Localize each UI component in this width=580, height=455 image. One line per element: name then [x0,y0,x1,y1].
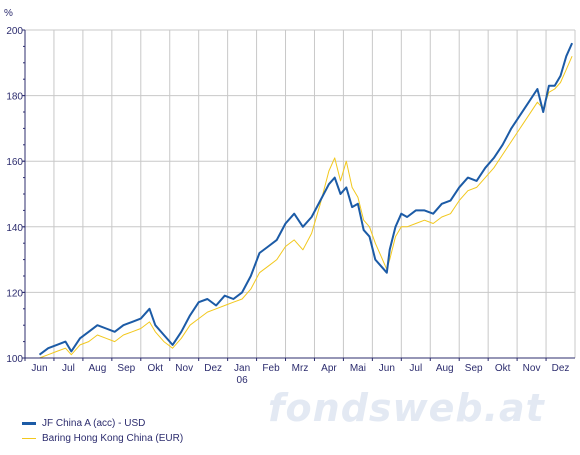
legend-item: JF China A (acc) - USD [22,416,183,431]
y-tick-label: 100 [6,354,23,365]
x-tick-label: Nov [523,363,541,374]
x-tick-label: Feb [262,363,280,374]
x-tick-label: Jan [234,363,250,374]
legend-swatch [22,422,36,425]
x-tick-label: Aug [436,363,454,374]
legend-label: JF China A (acc) - USD [42,418,146,429]
grid-lines [24,29,576,359]
x-tick-label: Sep [117,363,135,374]
x-tick-sublabel: 06 [237,375,249,386]
legend-label: Baring Hong Kong China (EUR) [42,433,184,444]
x-tick-label: Jul [62,363,75,374]
tick-labels: 100 120 140 160 180 200% Jun Jul Aug Sep Okt Nov Dez… [4,8,569,386]
plot-area [25,30,575,358]
x-tick-label: Jun [379,363,395,374]
watermark-logo: fondsweb.at [268,386,545,430]
y-tick-label: 160 [6,157,23,168]
axes [22,29,575,361]
x-tick-label: Okt [495,363,511,374]
x-tick-label: Dez [552,363,570,374]
x-tick-label: Sep [465,363,483,374]
x-tick-label: Okt [147,363,163,374]
series-lines [38,42,574,359]
y-tick-label: 140 [6,223,23,234]
x-tick-label: Apr [321,363,337,374]
y-tick-label: 200 [6,26,23,37]
x-tick-label: Mrz [292,363,309,374]
x-tick-label: Aug [88,363,106,374]
series-line-1 [38,42,574,356]
x-tick-label: Jun [31,363,47,374]
x-tick-label: Nov [175,363,193,374]
y-tick-label: 180 [6,92,23,103]
legend-item: Baring Hong Kong China (EUR) [22,431,183,446]
legend-swatch [22,438,36,439]
legend: JF China A (acc) - USD Baring Hong Kong C… [22,416,183,446]
x-tick-label: Jul [409,363,422,374]
y-unit-label: % [4,8,13,19]
x-tick-label: Dez [204,363,222,374]
y-tick-label: 120 [6,288,23,299]
series-line-2 [39,55,573,359]
x-tick-label: Mai [350,363,366,374]
